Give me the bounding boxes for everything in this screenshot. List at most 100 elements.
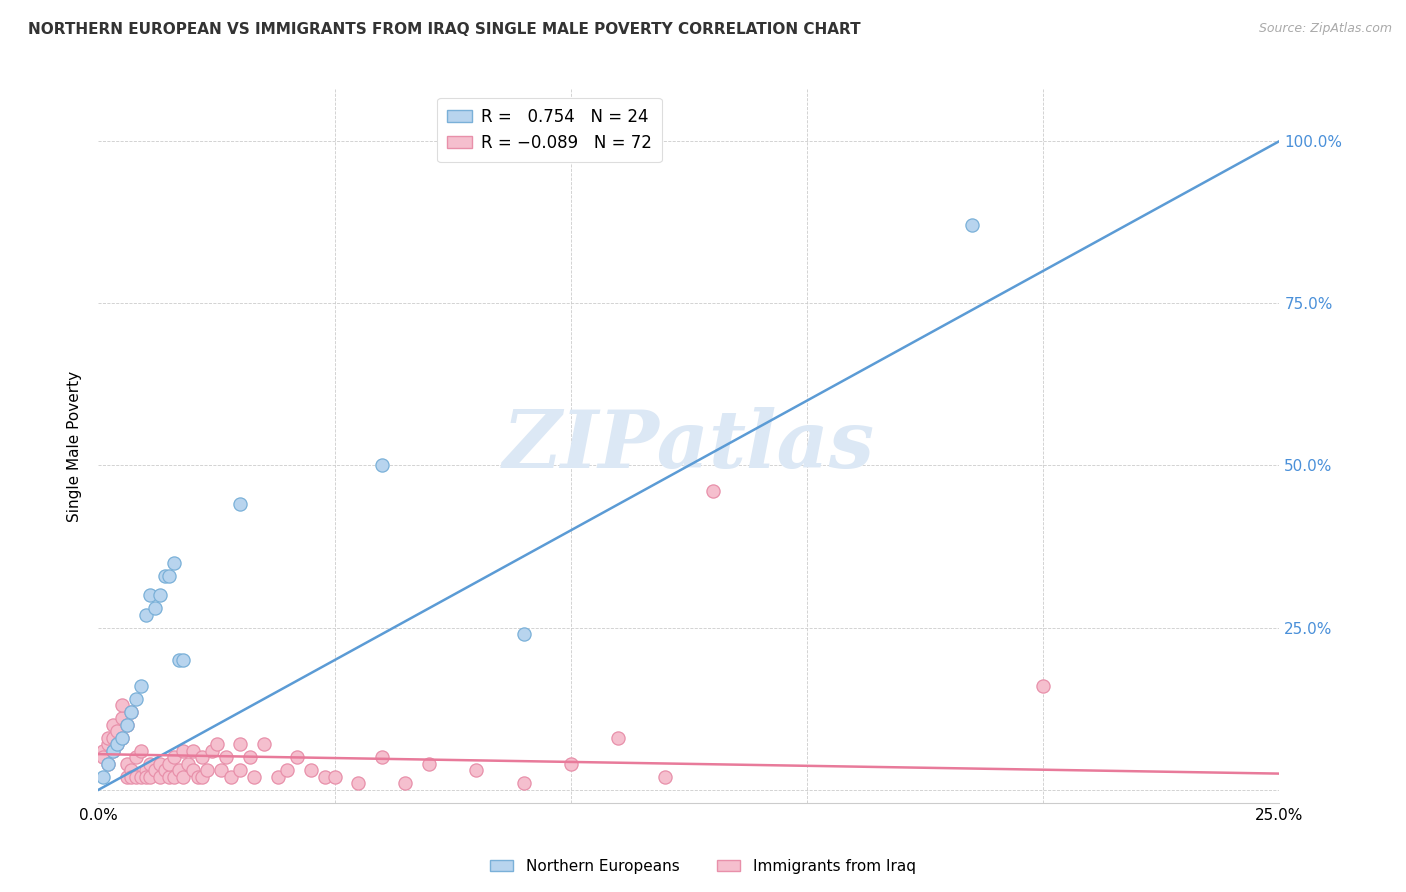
- Point: [101, 718, 124, 732]
- Point: [172, 653, 194, 667]
- Point: [121, 705, 143, 719]
- Point: [394, 776, 416, 790]
- Point: [101, 744, 124, 758]
- Point: [149, 756, 172, 771]
- Y-axis label: Single Male Poverty: Single Male Poverty: [67, 370, 83, 522]
- Point: [512, 627, 534, 641]
- Point: [135, 607, 157, 622]
- Point: [143, 764, 166, 778]
- Point: [371, 458, 394, 473]
- Point: [187, 770, 209, 784]
- Point: [139, 588, 162, 602]
- Point: [314, 770, 336, 784]
- Point: [163, 556, 186, 570]
- Point: [181, 764, 204, 778]
- Point: [167, 764, 190, 778]
- Point: [229, 764, 252, 778]
- Point: [153, 764, 176, 778]
- Point: [1032, 679, 1054, 693]
- Point: [209, 764, 232, 778]
- Point: [243, 770, 266, 784]
- Point: [219, 770, 242, 784]
- Point: [125, 770, 148, 784]
- Point: [607, 731, 630, 745]
- Point: [91, 770, 114, 784]
- Point: [163, 770, 186, 784]
- Point: [215, 750, 238, 764]
- Legend: R =   0.754   N = 24, R = −0.089   N = 72: R = 0.754 N = 24, R = −0.089 N = 72: [437, 97, 662, 161]
- Point: [157, 568, 180, 582]
- Point: [536, 134, 558, 148]
- Point: [172, 770, 194, 784]
- Point: [205, 738, 228, 752]
- Point: [201, 744, 224, 758]
- Point: [149, 770, 172, 784]
- Point: [111, 731, 134, 745]
- Point: [97, 756, 120, 771]
- Point: [121, 764, 143, 778]
- Point: [135, 764, 157, 778]
- Point: [239, 750, 262, 764]
- Point: [97, 756, 120, 771]
- Point: [121, 770, 143, 784]
- Point: [139, 770, 162, 784]
- Point: [229, 738, 252, 752]
- Point: [177, 756, 200, 771]
- Point: [418, 756, 440, 771]
- Point: [371, 750, 394, 764]
- Point: [129, 744, 152, 758]
- Point: [105, 738, 128, 752]
- Point: [157, 756, 180, 771]
- Point: [276, 764, 298, 778]
- Point: [163, 750, 186, 764]
- Point: [195, 764, 218, 778]
- Point: [229, 497, 252, 511]
- Point: [962, 219, 984, 233]
- Text: Source: ZipAtlas.com: Source: ZipAtlas.com: [1258, 22, 1392, 36]
- Point: [157, 770, 180, 784]
- Point: [512, 776, 534, 790]
- Point: [285, 750, 308, 764]
- Point: [97, 731, 120, 745]
- Point: [253, 738, 276, 752]
- Point: [149, 588, 172, 602]
- Point: [654, 770, 676, 784]
- Point: [101, 731, 124, 745]
- Point: [105, 738, 128, 752]
- Point: [111, 711, 134, 725]
- Point: [347, 776, 370, 790]
- Point: [101, 744, 124, 758]
- Point: [139, 756, 162, 771]
- Point: [299, 764, 322, 778]
- Text: NORTHERN EUROPEAN VS IMMIGRANTS FROM IRAQ SINGLE MALE POVERTY CORRELATION CHART: NORTHERN EUROPEAN VS IMMIGRANTS FROM IRA…: [28, 22, 860, 37]
- Text: ZIPatlas: ZIPatlas: [503, 408, 875, 484]
- Point: [143, 601, 166, 615]
- Point: [135, 770, 157, 784]
- Point: [560, 140, 582, 154]
- Point: [153, 568, 176, 582]
- Point: [191, 770, 214, 784]
- Point: [91, 750, 114, 764]
- Point: [702, 484, 724, 499]
- Point: [181, 744, 204, 758]
- Point: [560, 756, 582, 771]
- Point: [323, 770, 346, 784]
- Point: [129, 679, 152, 693]
- Point: [111, 731, 134, 745]
- Point: [172, 744, 194, 758]
- Point: [115, 718, 138, 732]
- Point: [91, 744, 114, 758]
- Point: [121, 705, 143, 719]
- Point: [167, 653, 190, 667]
- Point: [465, 764, 488, 778]
- Point: [267, 770, 290, 784]
- Point: [125, 692, 148, 706]
- Point: [115, 770, 138, 784]
- Point: [105, 724, 128, 739]
- Point: [125, 750, 148, 764]
- Point: [111, 698, 134, 713]
- Point: [115, 756, 138, 771]
- Point: [129, 770, 152, 784]
- Point: [191, 750, 214, 764]
- Point: [115, 718, 138, 732]
